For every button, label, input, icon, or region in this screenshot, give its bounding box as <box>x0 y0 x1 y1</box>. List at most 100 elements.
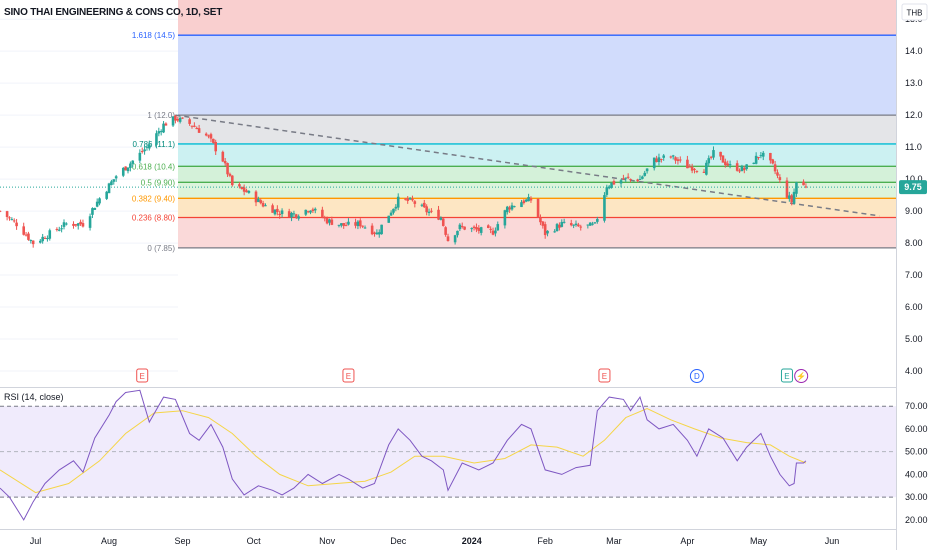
candle-body <box>676 159 680 161</box>
fib-level-label: 0.786 (11.1) <box>132 140 175 149</box>
candle-body <box>596 218 599 222</box>
candle-body <box>456 230 459 236</box>
candle-body <box>363 227 367 229</box>
candle-body <box>340 223 343 226</box>
price-tick-label: 7.00 <box>905 270 923 280</box>
candle-body <box>193 125 196 127</box>
candle-body <box>588 222 592 226</box>
candle-body <box>107 183 111 194</box>
candle-body <box>420 204 424 206</box>
candle-body <box>508 207 511 210</box>
currency-label: THB <box>907 9 923 18</box>
candle-body <box>124 166 127 171</box>
last-price-tag <box>899 180 927 195</box>
candle-body <box>10 219 14 221</box>
candle-body <box>724 161 727 165</box>
candle-body <box>752 162 756 164</box>
candle-body <box>593 222 597 224</box>
candle-body <box>394 206 398 209</box>
candle-body <box>638 179 642 181</box>
candle-body <box>344 225 348 227</box>
price-axis[interactable]: 15.014.013.012.011.010.09.008.007.006.00… <box>905 14 923 376</box>
event-marker-label: E <box>140 372 145 381</box>
time-tick-label: Aug <box>101 536 117 546</box>
time-tick-label: Jul <box>30 536 42 546</box>
candle-body <box>660 159 663 161</box>
event-marker-badge <box>780 368 793 383</box>
event-marker-label: E <box>784 372 789 381</box>
event-marker-badge <box>598 368 611 383</box>
candle-body <box>491 230 495 235</box>
candle-body <box>740 166 744 172</box>
candle-body <box>181 117 184 119</box>
candle-body <box>240 186 244 189</box>
candle-body <box>657 157 661 163</box>
candle-body <box>626 176 630 178</box>
currency-badge[interactable] <box>901 3 928 21</box>
trendline[interactable] <box>175 114 880 217</box>
candle-body <box>358 220 362 227</box>
fib-zone <box>178 35 896 116</box>
event-marker-label: E <box>346 372 351 381</box>
event-marker-label: D <box>694 372 700 381</box>
event-marker-label: E <box>602 372 607 381</box>
rsi-ma-line <box>0 407 807 494</box>
candle-body <box>527 196 530 202</box>
candle-body <box>347 221 350 225</box>
candle-body <box>0 210 2 212</box>
candle-body <box>330 219 334 225</box>
candle-body <box>510 205 514 210</box>
candle-body <box>524 199 528 202</box>
event-markers[interactable]: E E E D E ⚡ <box>136 368 809 383</box>
candle-body <box>422 202 426 208</box>
candle-body <box>553 231 556 233</box>
candle-body <box>529 198 533 201</box>
candle-body <box>15 222 18 227</box>
candle-body <box>411 198 414 201</box>
candle-body <box>444 227 447 235</box>
fib-level-label: 0.618 (10.4) <box>132 162 175 171</box>
candle-body <box>62 222 66 227</box>
candle-body <box>174 115 177 121</box>
rsi-tick-label: 20.00 <box>905 515 928 525</box>
candle-body <box>164 123 168 126</box>
candle-body <box>790 195 794 203</box>
candle-body <box>95 201 99 207</box>
time-tick-label: May <box>750 536 768 546</box>
candle-body <box>586 224 590 226</box>
candle-body <box>543 224 547 236</box>
rsi-axis[interactable]: 70.00 60.00 50.00 40.00 30.00 20.00 <box>905 401 928 525</box>
candle-body <box>226 163 229 175</box>
candle-body <box>505 206 509 213</box>
event-marker-badge <box>794 369 809 383</box>
candle-body <box>785 180 789 198</box>
fib-zone <box>178 143 896 167</box>
time-tick-label: Apr <box>680 536 694 546</box>
candle-body <box>622 178 625 180</box>
candle-body <box>41 236 44 242</box>
candle-body <box>754 155 758 164</box>
candle-body <box>624 177 628 179</box>
candle-body <box>662 155 666 158</box>
candle-body <box>761 152 765 157</box>
candle-body <box>290 212 293 218</box>
candle-body <box>560 221 564 227</box>
candle-body <box>159 131 163 133</box>
candle-body <box>72 223 75 226</box>
candle-body <box>27 233 30 240</box>
candle-body <box>8 217 11 219</box>
candle-body <box>373 232 376 234</box>
fib-zone <box>178 115 896 144</box>
candle-body <box>221 151 225 162</box>
candle-body <box>387 215 391 223</box>
candle-body <box>230 175 234 186</box>
time-axis[interactable]: Jul Aug Sep Oct Nov Dec 2024 Feb Mar Apr May Jun <box>30 536 839 546</box>
price-tick-label: 5.00 <box>905 334 923 344</box>
candle-body <box>479 227 483 233</box>
fib-level-label: 1 (12.0) <box>147 111 175 120</box>
candle-body <box>57 229 61 231</box>
candle-body <box>29 240 33 242</box>
candle-body <box>496 224 500 231</box>
rsi-tick-label: 30.00 <box>905 492 928 502</box>
